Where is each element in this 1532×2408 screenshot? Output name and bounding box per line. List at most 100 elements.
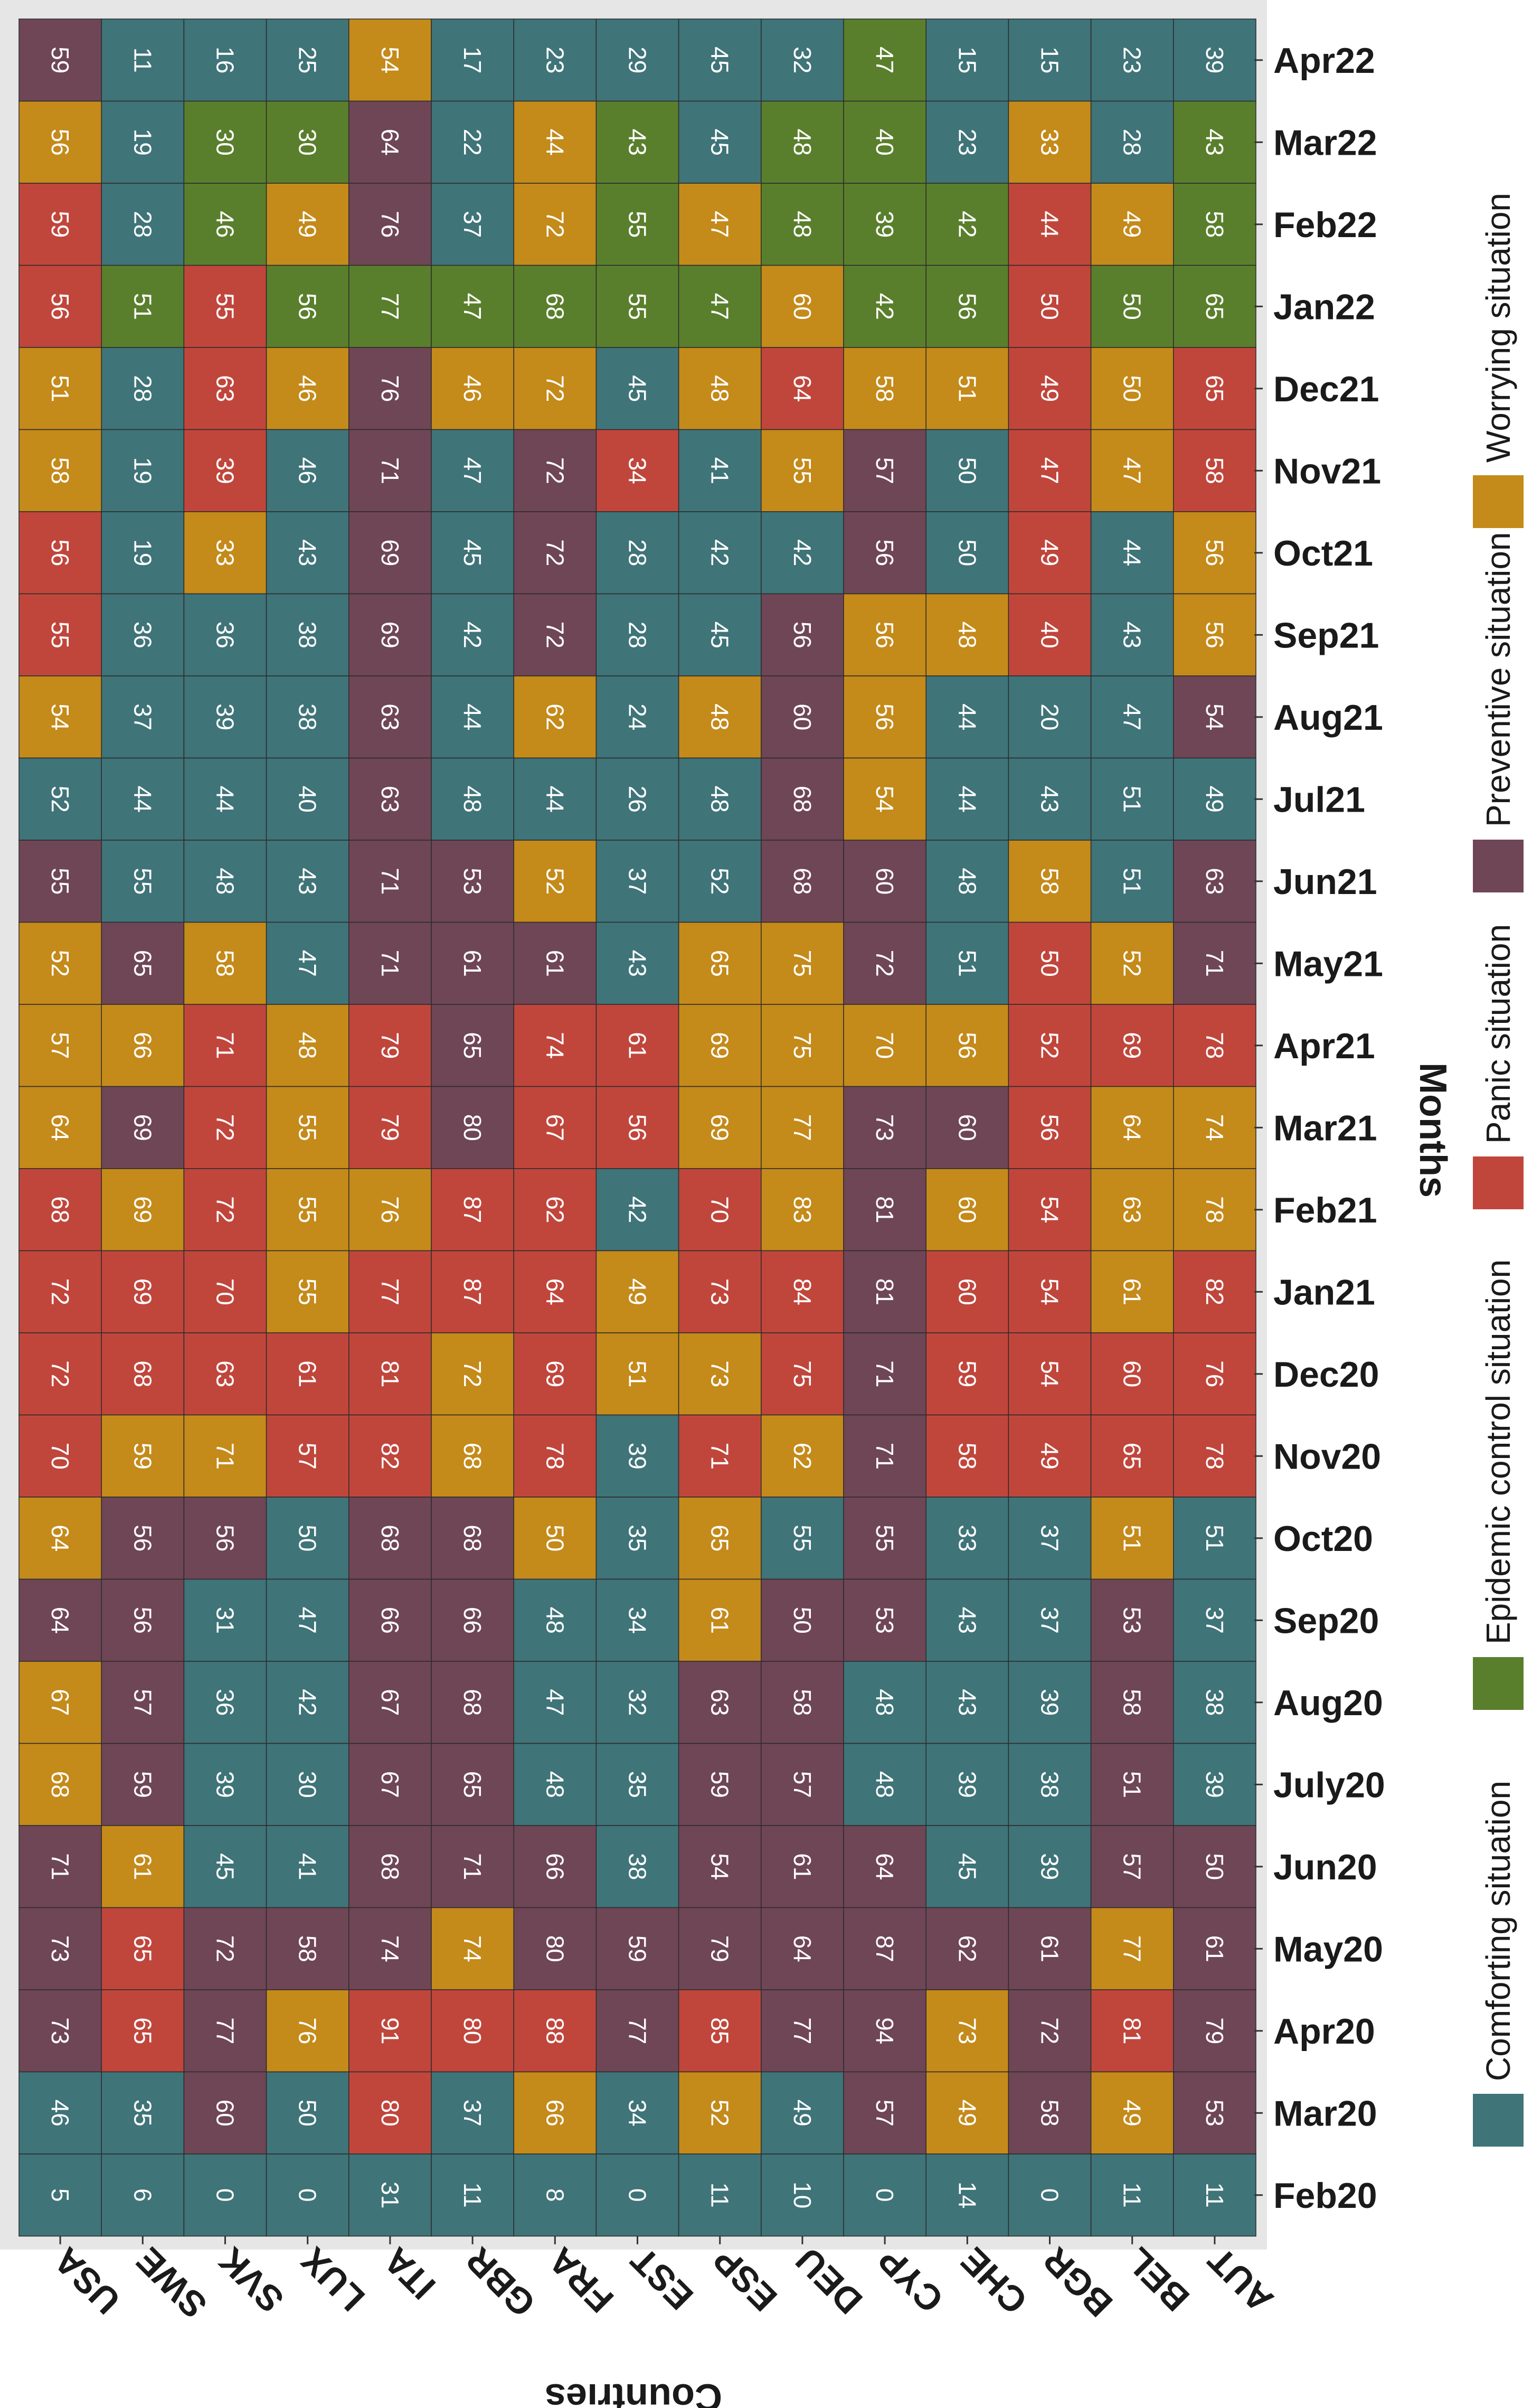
month-tick-label: Apr22 xyxy=(1273,41,1375,81)
legend-label: Epidemic control situation xyxy=(1479,1259,1517,1644)
heatmap-cell xyxy=(266,1907,349,1990)
heatmap-cell xyxy=(843,840,926,923)
country-tick-label: CHE xyxy=(953,2240,1035,2321)
cell-value-label: 37 xyxy=(129,703,156,730)
heatmap-cell xyxy=(1008,1578,1092,1662)
cell-value-label: 76 xyxy=(294,2017,321,2044)
cell-value-label: 48 xyxy=(789,211,816,238)
month-tick-label: May21 xyxy=(1273,944,1383,984)
heatmap-cell xyxy=(18,840,102,923)
heatmap-cell xyxy=(761,1578,844,1662)
heatmap-cell xyxy=(1090,675,1174,759)
cell-value-label: 47 xyxy=(1036,457,1064,484)
heatmap-cell xyxy=(925,1907,1009,1990)
cell-value-label: 55 xyxy=(624,293,651,320)
heatmap-cell xyxy=(101,429,185,512)
cell-value-label: 73 xyxy=(871,1114,899,1141)
cell-value-label: 8 xyxy=(541,2188,569,2202)
heatmap-cell xyxy=(431,100,514,184)
cell-value-label: 58 xyxy=(789,1689,816,1716)
heatmap-cell xyxy=(266,593,349,676)
cell-value-label: 78 xyxy=(541,1443,569,1470)
heatmap-cell xyxy=(595,18,679,102)
cell-value-label: 57 xyxy=(871,457,899,484)
heatmap-cell xyxy=(1008,183,1092,266)
heatmap-cell xyxy=(925,593,1009,676)
cell-value-label: 66 xyxy=(459,1607,486,1634)
heatmap-cell xyxy=(18,1086,102,1169)
heatmap-cell xyxy=(761,1989,844,2073)
cell-value-label: 16 xyxy=(212,46,239,73)
heatmap-cell xyxy=(513,757,597,841)
cell-value-label: 77 xyxy=(212,2017,239,2044)
heatmap-cell xyxy=(761,429,844,512)
heatmap-cell xyxy=(348,1989,432,2073)
heatmap-cell xyxy=(678,1086,762,1169)
country-tick-label: ESP xyxy=(706,2240,785,2319)
heatmap-cell xyxy=(348,1250,432,1333)
cell-value-label: 71 xyxy=(1201,950,1228,977)
heatmap-cell xyxy=(431,1332,514,1416)
heatmap-cell xyxy=(1090,18,1174,102)
heatmap-cell xyxy=(1090,1332,1174,1416)
heatmap-cell xyxy=(843,2071,926,2155)
cell-value-label: 43 xyxy=(1201,129,1228,156)
heatmap-cell xyxy=(348,1332,432,1416)
cell-value-label: 69 xyxy=(706,1114,734,1141)
cell-value-label: 33 xyxy=(953,1525,981,1551)
cell-value-label: 45 xyxy=(459,539,486,566)
cell-value-label: 10 xyxy=(789,2181,816,2208)
cell-value-label: 56 xyxy=(46,539,74,566)
cell-value-label: 82 xyxy=(1201,1278,1228,1305)
heatmap-cell xyxy=(18,2071,102,2155)
cell-value-label: 65 xyxy=(129,2017,156,2044)
cell-value-label: 46 xyxy=(459,375,486,402)
cell-value-label: 48 xyxy=(871,1689,899,1716)
cell-value-label: 42 xyxy=(789,539,816,566)
heatmap-cell xyxy=(1090,1578,1174,1662)
heatmap-cell xyxy=(18,1497,102,1580)
cell-value-label: 76 xyxy=(376,1196,404,1223)
heatmap-cell xyxy=(1173,18,1256,102)
heatmap-cell xyxy=(183,1168,267,1252)
heatmap-cell xyxy=(761,840,844,923)
cell-value-label: 20 xyxy=(1036,703,1064,730)
cell-value-label: 44 xyxy=(1119,539,1146,566)
cell-value-label: 22 xyxy=(459,129,486,156)
cell-value-label: 45 xyxy=(706,129,734,156)
cell-value-label: 47 xyxy=(1119,457,1146,484)
cell-value-label: 46 xyxy=(212,211,239,238)
cell-value-label: 51 xyxy=(624,1360,651,1387)
heatmap-cell xyxy=(1173,1825,1256,1908)
month-tick-label: Nov21 xyxy=(1273,451,1381,491)
heatmap-cell xyxy=(843,1989,926,2073)
cell-value-label: 85 xyxy=(706,2017,734,2044)
heatmap-cell xyxy=(1008,593,1092,676)
heatmap-cell xyxy=(595,840,679,923)
heatmap-cell xyxy=(513,100,597,184)
cell-value-label: 70 xyxy=(706,1196,734,1223)
heatmap-cell xyxy=(595,1825,679,1908)
heatmap-cell xyxy=(513,347,597,430)
heatmap-cell xyxy=(101,100,185,184)
cell-value-label: 37 xyxy=(1036,1525,1064,1551)
cell-value-label: 68 xyxy=(459,1525,486,1551)
cell-value-label: 57 xyxy=(789,1771,816,1798)
month-tick-label: Feb20 xyxy=(1273,2176,1377,2216)
cell-value-label: 55 xyxy=(294,1114,321,1141)
cell-value-label: 65 xyxy=(129,950,156,977)
heatmap-cell xyxy=(513,1414,597,1498)
heatmap-cell xyxy=(678,2071,762,2155)
heatmap-cell xyxy=(101,1414,185,1498)
heatmap-cell xyxy=(678,100,762,184)
cell-value-label: 80 xyxy=(459,1114,486,1141)
cell-value-label: 34 xyxy=(624,457,651,484)
heatmap-cell xyxy=(761,511,844,595)
cell-value-label: 77 xyxy=(1119,1935,1146,1962)
heatmap-cell xyxy=(925,921,1009,1005)
cell-value-label: 28 xyxy=(129,375,156,402)
heatmap-cell xyxy=(843,1661,926,1744)
cell-value-label: 36 xyxy=(212,1689,239,1716)
heatmap-cell xyxy=(348,1661,432,1744)
cell-value-label: 43 xyxy=(953,1689,981,1716)
